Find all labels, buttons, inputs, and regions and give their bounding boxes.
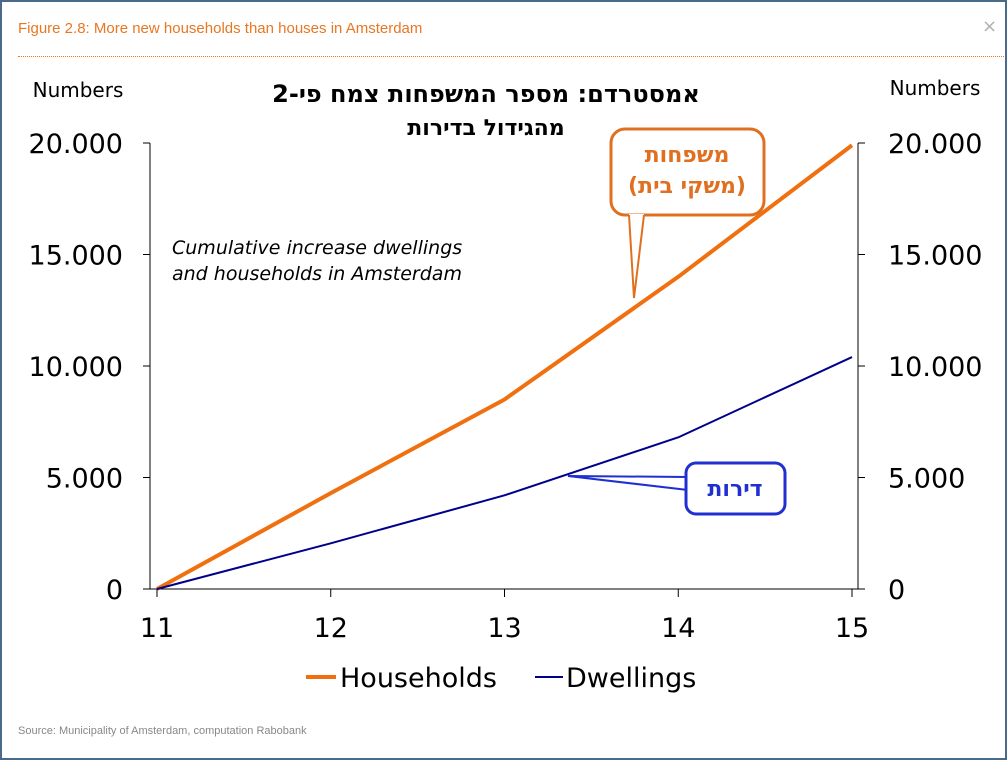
x-tick-label: 12 <box>314 613 348 644</box>
y-tick-label-left: 15.000 <box>29 241 123 272</box>
chart-legend: Households Dwellings <box>306 663 696 694</box>
series-line-dwellings <box>156 356 853 590</box>
dwellings-callout: דירות <box>567 461 787 516</box>
figure-header: Figure 2.8: More new households than hou… <box>2 2 1005 57</box>
header-divider <box>18 56 1004 57</box>
y-tick-label-right: 10.000 <box>888 352 982 383</box>
x-tick-label: 13 <box>487 613 521 644</box>
y-tick-label-right: 0 <box>888 575 905 606</box>
households-callout: משפחות (משקי בית) <box>609 127 766 299</box>
y-tick-label-right: 15.000 <box>888 241 982 272</box>
close-icon[interactable]: × <box>982 16 998 37</box>
households-callout-label-line1: משפחות <box>645 143 730 168</box>
chart-subtitle-line2: and households in Amsterdam <box>172 263 462 285</box>
dwellings-callout-tail-outline <box>567 475 689 491</box>
series-line-households <box>156 143 854 591</box>
households-callout-label-line2: (משקי בית) <box>628 174 746 199</box>
chart-texts: 0 0 5.000 5.000 10.000 10.000 15.000 15.000 20.0… <box>29 76 983 644</box>
y-tick-label-left: 5.000 <box>46 464 123 495</box>
y-tick-label-left: 0 <box>106 575 123 606</box>
x-tick-label: 14 <box>661 613 695 644</box>
dwellings-callout-label: דירות <box>707 477 762 502</box>
y-tick-label-right: 20.000 <box>888 129 982 160</box>
chart-callouts: משפחות (משקי בית) דירות <box>567 127 787 516</box>
households-callout-box <box>609 127 766 217</box>
x-tick-label: 11 <box>140 613 174 644</box>
chart-axes <box>143 142 865 597</box>
chart-series <box>156 143 854 591</box>
source-note: Source: Municipality of Amsterdam, compu… <box>18 725 307 737</box>
y-tick-label-left: 20.000 <box>29 129 123 160</box>
chart-title-line1: אמסטרדם: מספר המשפחות צמח פי-2 <box>272 80 700 108</box>
y-axis-label-left: Numbers <box>33 78 124 102</box>
dwellings-callout-box <box>684 461 787 516</box>
y-axis-label-right: Numbers <box>890 76 981 100</box>
figure-title: Figure 2.8: More new households than hou… <box>18 20 423 37</box>
x-tick-label: 15 <box>835 613 869 644</box>
chart-title-line2: מהגידול בדירות <box>407 116 564 141</box>
y-tick-label-left: 10.000 <box>29 352 123 383</box>
households-callout-tail-outline <box>628 214 645 299</box>
legend-label-dwellings: Dwellings <box>566 663 696 694</box>
y-tick-label-right: 5.000 <box>888 464 965 495</box>
chart-subtitle-line1: Cumulative increase dwellings <box>172 237 462 259</box>
legend-label-households: Households <box>340 663 497 694</box>
